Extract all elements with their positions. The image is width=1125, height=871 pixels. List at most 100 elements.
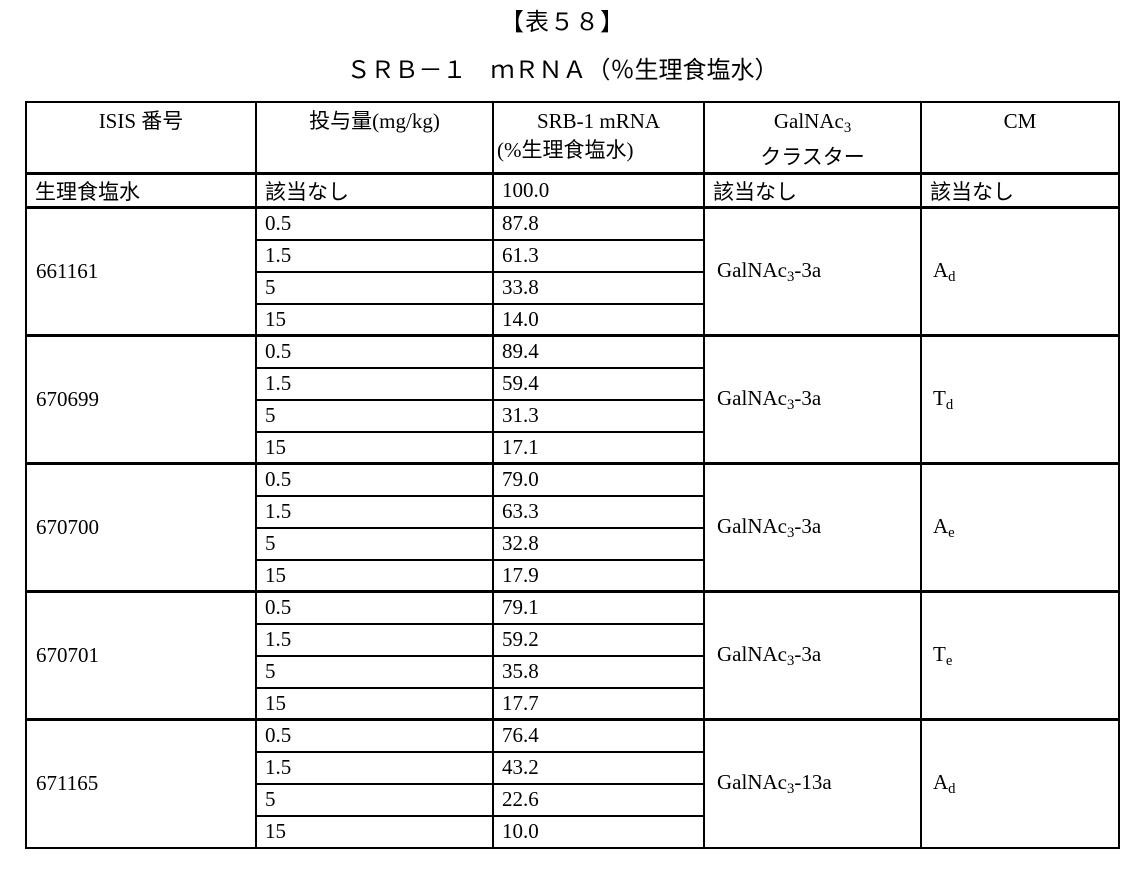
table-row: 1.5 61.3 bbox=[26, 238, 1119, 273]
header-row: ISIS 番号 投与量(mg/kg) SRB-1 mRNA (%生理食塩水) G… bbox=[25, 101, 1120, 176]
cell-dose: 5 bbox=[255, 398, 494, 433]
cell-isis-number: 670701 bbox=[25, 590, 257, 721]
table-row: 5 32.8 bbox=[26, 526, 1119, 561]
cell-mrna: 87.8 bbox=[492, 206, 705, 241]
cell-galnac-cluster: GalNAc3-13a bbox=[703, 718, 922, 849]
cell-mrna: 59.2 bbox=[492, 622, 705, 657]
cell-dose: 0.5 bbox=[255, 334, 494, 369]
cell-isis-number: 670699 bbox=[25, 334, 257, 465]
header-galnac-line1: GalNAc3 bbox=[773, 109, 852, 137]
cell-saline-label: 生理食塩水 bbox=[25, 172, 257, 210]
cell-dose: 1.5 bbox=[255, 622, 494, 657]
table-row: 5 33.8 bbox=[26, 270, 1119, 305]
table-row: 1.5 59.2 bbox=[26, 622, 1119, 657]
cell-dose: 15 bbox=[255, 302, 494, 337]
cell-mrna: 31.3 bbox=[492, 398, 705, 433]
table-row: 670701 0.5 79.1 GalNAc3-3a Te bbox=[25, 590, 1120, 721]
galnac-subscript: 3 bbox=[786, 268, 795, 285]
cell-dose: 5 bbox=[255, 270, 494, 305]
cell-mrna: 17.9 bbox=[492, 558, 705, 593]
cell-mrna: 76.4 bbox=[492, 718, 705, 753]
cell-dose: 0.5 bbox=[255, 718, 494, 753]
cell-dose: 1.5 bbox=[255, 366, 494, 401]
cm-subscript: d bbox=[945, 396, 954, 413]
cell-dose: 1.5 bbox=[255, 750, 494, 785]
cell-isis-number: 671165 bbox=[25, 718, 257, 849]
cell-dose: 0.5 bbox=[255, 206, 494, 241]
cm-subscript: d bbox=[948, 268, 956, 285]
cm-subscript: e bbox=[945, 652, 953, 669]
galnac-subscript: 3 bbox=[786, 780, 795, 797]
table-number-title: 【表５８】 bbox=[500, 10, 625, 36]
table-row: 670699 0.5 89.4 GalNAc3-3a Td bbox=[25, 334, 1120, 465]
table-row: 5 35.8 bbox=[26, 654, 1119, 689]
table-row: 5 22.6 bbox=[26, 782, 1119, 817]
data-table: ISIS 番号 投与量(mg/kg) SRB-1 mRNA (%生理食塩水) G… bbox=[25, 101, 1120, 849]
cell-dose: 15 bbox=[255, 686, 494, 721]
cell-galnac-cluster: GalNAc3-3a bbox=[703, 206, 922, 337]
header-cm: CM bbox=[920, 101, 1120, 176]
table-row: 670700 0.5 79.0 GalNAc3-3a Ae bbox=[25, 462, 1120, 593]
header-srb1-mrna-line2: (%生理食塩水) bbox=[497, 138, 634, 162]
cell-galnac-cluster: GalNAc3-3a bbox=[703, 462, 922, 593]
cell-mrna: 35.8 bbox=[492, 654, 705, 689]
cell-mrna: 33.8 bbox=[492, 270, 705, 305]
cell-mrna: 59.4 bbox=[492, 366, 705, 401]
table-row: 15 10.0 bbox=[26, 814, 1119, 849]
galnac-subscript: 3 bbox=[786, 652, 795, 669]
cell-mrna: 32.8 bbox=[492, 526, 705, 561]
cell-mrna: 14.0 bbox=[492, 302, 705, 337]
cell-cm: Td bbox=[920, 334, 1120, 465]
cell-dose: 5 bbox=[255, 526, 494, 561]
header-srb1-mrna: SRB-1 mRNA (%生理食塩水) bbox=[492, 101, 705, 176]
header-dose: 投与量(mg/kg) bbox=[255, 101, 494, 176]
table-row: 5 31.3 bbox=[26, 398, 1119, 433]
cell-mrna: 89.4 bbox=[492, 334, 705, 369]
table-row: 671165 0.5 76.4 GalNAc3-13a Ad bbox=[25, 718, 1120, 849]
table-row: 1.5 63.3 bbox=[26, 494, 1119, 529]
galnac-subscript: 3 bbox=[786, 524, 795, 541]
header-galnac-cluster: GalNAc3 クラスター bbox=[703, 101, 922, 176]
cell-dose: 15 bbox=[255, 430, 494, 465]
cell-mrna: 43.2 bbox=[492, 750, 705, 785]
header-galnac-line2: クラスター bbox=[760, 145, 865, 170]
cell-mrna: 79.1 bbox=[492, 590, 705, 625]
cell-cm: Te bbox=[920, 590, 1120, 721]
cell-saline-dose: 該当なし bbox=[255, 172, 494, 210]
cell-mrna: 10.0 bbox=[492, 814, 705, 849]
cell-dose: 1.5 bbox=[255, 494, 494, 529]
cell-saline-mrna: 100.0 bbox=[492, 172, 705, 210]
cell-mrna: 63.3 bbox=[492, 494, 705, 529]
cell-mrna: 17.1 bbox=[492, 430, 705, 465]
cm-subscript: e bbox=[948, 524, 955, 541]
table-row: 15 17.9 bbox=[26, 558, 1119, 593]
header-srb1-mrna-line1: SRB-1 mRNA bbox=[536, 109, 661, 133]
cell-cm: Ad bbox=[920, 718, 1120, 849]
cell-saline-cm: 該当なし bbox=[920, 172, 1120, 210]
cell-cm: Ae bbox=[920, 462, 1120, 593]
table-caption: ＳＲＢ－１ ｍＲＮＡ（％生理食塩水） bbox=[346, 58, 779, 84]
table-row: 1.5 59.4 bbox=[26, 366, 1119, 401]
table-row: 15 14.0 bbox=[26, 302, 1119, 337]
cell-cm: Ad bbox=[920, 206, 1120, 337]
cell-dose: 15 bbox=[255, 558, 494, 593]
cm-subscript: d bbox=[948, 780, 956, 797]
cell-mrna: 17.7 bbox=[492, 686, 705, 721]
cell-dose: 15 bbox=[255, 814, 494, 849]
cell-dose: 5 bbox=[255, 782, 494, 817]
table-row: 661161 0.5 87.8 GalNAc3-3a Ad bbox=[25, 206, 1120, 337]
cell-saline-galnac: 該当なし bbox=[703, 172, 922, 210]
cell-galnac-cluster: GalNAc3-3a bbox=[703, 334, 922, 465]
table-row: 15 17.7 bbox=[26, 686, 1119, 721]
cell-mrna: 79.0 bbox=[492, 462, 705, 497]
galnac-subscript: 3 bbox=[843, 120, 852, 137]
cell-mrna: 22.6 bbox=[492, 782, 705, 817]
cell-dose: 0.5 bbox=[255, 590, 494, 625]
saline-row: 生理食塩水 該当なし 100.0 該当なし 該当なし bbox=[25, 172, 1120, 210]
cell-mrna: 61.3 bbox=[492, 238, 705, 273]
cell-galnac-cluster: GalNAc3-3a bbox=[703, 590, 922, 721]
galnac-subscript: 3 bbox=[786, 396, 795, 413]
cell-dose: 1.5 bbox=[255, 238, 494, 273]
cell-dose: 5 bbox=[255, 654, 494, 689]
